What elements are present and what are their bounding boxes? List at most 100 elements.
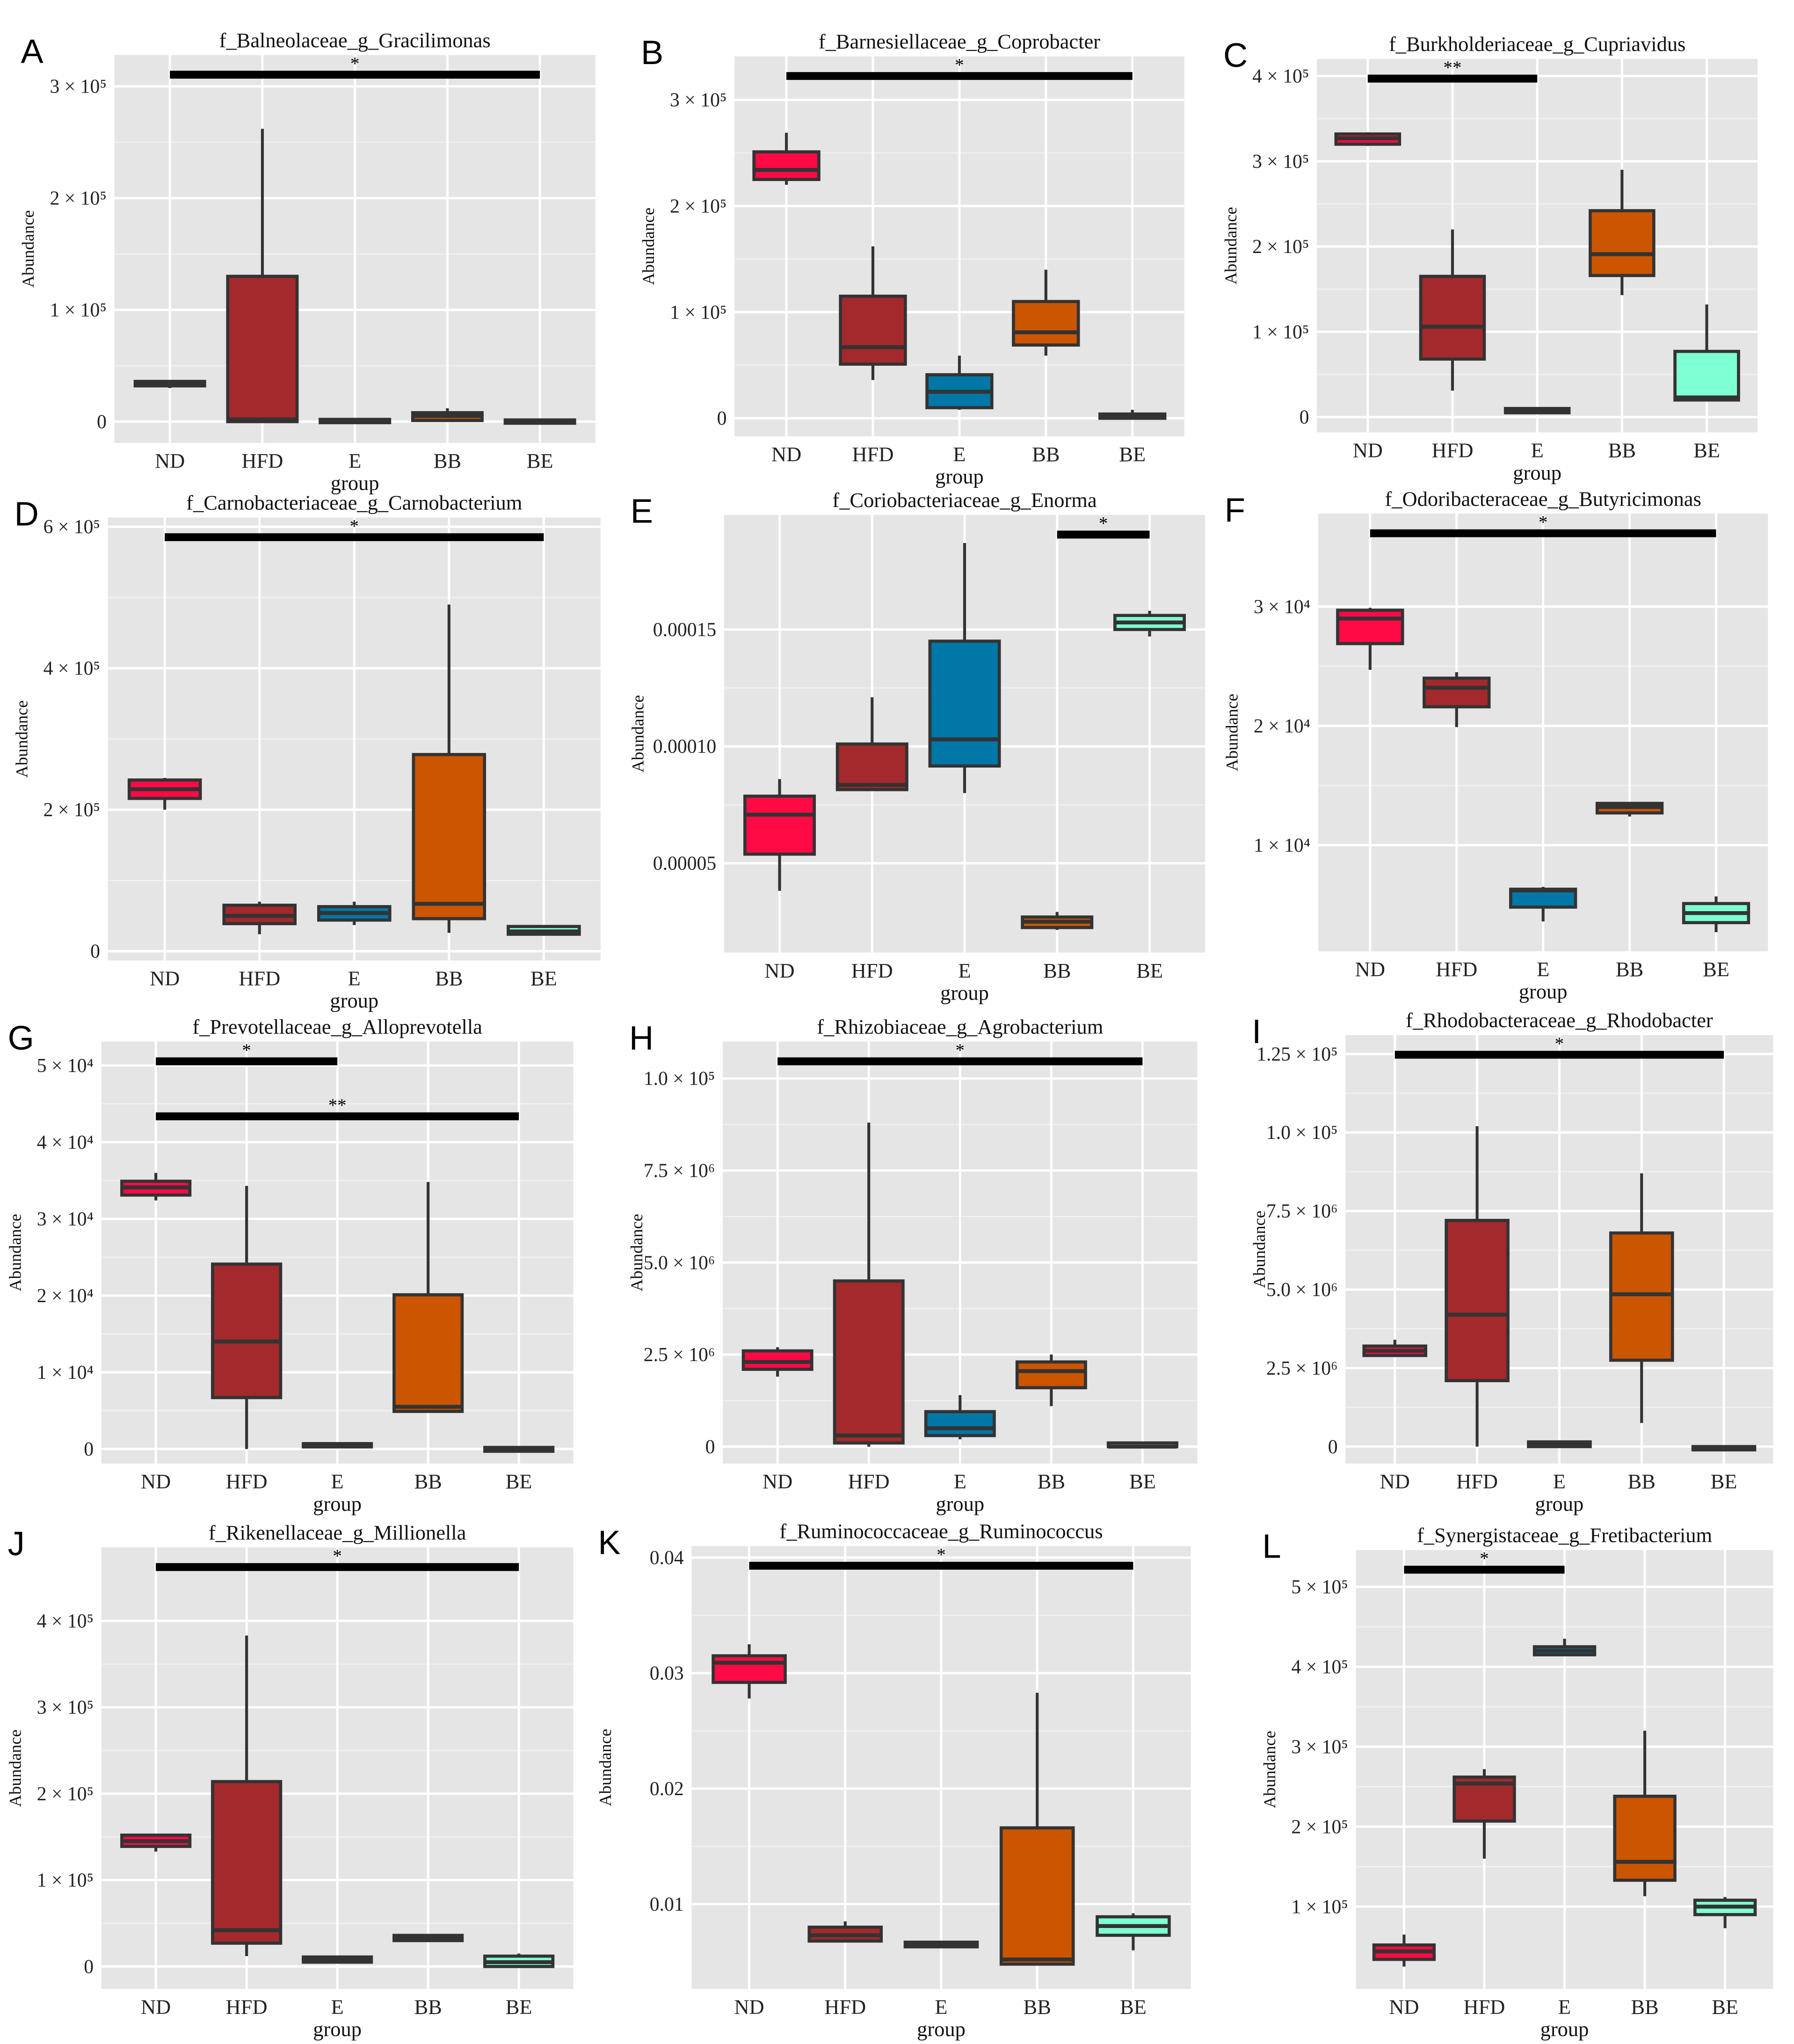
y-axis-title: Abundance <box>19 210 37 288</box>
x-tick-label: BB <box>1616 957 1643 981</box>
box-iqr <box>412 753 487 921</box>
box-e <box>302 1955 373 1964</box>
box-iqr <box>743 794 816 856</box>
x-tick-label: E <box>958 959 971 982</box>
y-tick-label: 3 × 10⁵ <box>1291 1736 1348 1758</box>
x-tick-label: ND <box>734 1995 764 2018</box>
panel-title: f_Balneolaceae_g_Gracilimonas <box>219 29 491 52</box>
y-tick-label: 3 × 10⁵ <box>1252 151 1309 173</box>
y-tick-label: 0 <box>90 941 100 963</box>
x-tick-label: E <box>331 1470 344 1493</box>
significance-label: * <box>333 1546 341 1566</box>
box-bb <box>1613 1731 1677 1897</box>
box-nd <box>120 1834 192 1852</box>
box-be <box>483 1953 555 1968</box>
box-bb <box>1589 170 1656 295</box>
y-tick-label: 6 × 10⁵ <box>44 516 100 538</box>
box-nd <box>1372 1935 1436 1967</box>
box-be <box>1682 896 1750 932</box>
x-tick-label: BE <box>1693 438 1720 462</box>
y-tick-label: 5.0 × 10⁶ <box>1266 1279 1338 1301</box>
x-axis-title: group <box>1513 461 1562 484</box>
box-nd <box>743 779 816 891</box>
box-nd <box>127 778 202 810</box>
x-tick-label: BE <box>506 1470 532 1493</box>
box-bb <box>1012 269 1080 356</box>
panel-letter: J <box>8 1525 25 1563</box>
significance-label: * <box>350 516 359 536</box>
x-tick-label: BB <box>435 966 463 990</box>
panel-letter: E <box>631 492 653 530</box>
x-tick-label: E <box>348 966 361 990</box>
panel-C: 0 1 × 10⁵ 2 × 10⁵ 3 × 10⁵ 4 × 10⁵ ND HFD E BB BE *… <box>1221 32 1758 484</box>
panel-title: f_Prevotellaceae_g_Alloprevotella <box>192 1015 482 1038</box>
box-hfd <box>807 1921 883 1943</box>
box-bb <box>411 408 484 422</box>
y-axis-title: Abundance <box>6 1729 25 1807</box>
x-axis-title: group <box>936 1492 984 1515</box>
box-bb <box>392 1182 464 1413</box>
box-iqr <box>226 275 299 423</box>
y-axis-title: Abundance <box>1223 694 1242 771</box>
y-tick-label: 1.0 × 10⁵ <box>1266 1122 1338 1144</box>
y-tick-label: 2 × 10⁴ <box>37 1285 94 1307</box>
box-be <box>1691 1445 1757 1452</box>
significance-label: * <box>350 53 359 73</box>
box-iqr <box>712 1654 787 1684</box>
box-be <box>1673 304 1740 402</box>
x-axis-title: group <box>1535 1492 1584 1515</box>
x-tick-label: HFD <box>1432 438 1474 462</box>
y-axis-title: Abundance <box>1221 207 1240 284</box>
box-e <box>317 901 392 925</box>
box-e <box>1503 407 1571 414</box>
panel-D: 0 2 × 10⁵ 4 × 10⁵ 6 × 10⁵ ND HFD E BB BE *f_Carno… <box>12 491 601 1012</box>
y-tick-label: 5 × 10⁴ <box>37 1055 94 1077</box>
y-tick-label: 2 × 10⁵ <box>1252 236 1309 258</box>
y-tick-label: 1 × 10⁵ <box>50 299 106 321</box>
box-be <box>1106 1441 1178 1449</box>
panel-H: 0 2.5 × 10⁶ 5.0 × 10⁶ 7.5 × 10⁶ 1.0 × 10⁵ ND H… <box>627 1015 1198 1515</box>
y-axis-title: Abundance <box>12 700 31 778</box>
box-hfd <box>226 129 299 423</box>
x-tick-label: BB <box>1024 1995 1051 2018</box>
x-tick-label: E <box>1558 1995 1571 2018</box>
y-axis-title: Abundance <box>627 1214 646 1291</box>
y-tick-label: 0 <box>84 1956 94 1978</box>
box-iqr <box>1613 1795 1677 1882</box>
panel-I: 0 2.5 × 10⁶ 5.0 × 10⁶ 7.5 × 10⁶ 1.0 × 10⁵ 1.2… <box>1250 1008 1773 1515</box>
y-tick-label: 1 × 10⁴ <box>37 1362 94 1384</box>
x-tick-label: ND <box>1389 1995 1419 2018</box>
panel-L: 1 × 10⁵ 2 × 10⁵ 3 × 10⁵ 4 × 10⁵ 5 × 10⁵ ND HFD… <box>1260 1523 1773 2041</box>
y-tick-label: 1 × 10⁵ <box>1252 321 1309 343</box>
y-axis-title: Abundance <box>6 1214 25 1291</box>
x-tick-label: HFD <box>1463 1995 1505 2018</box>
y-tick-label: 3 × 10⁵ <box>670 89 726 111</box>
box-iqr <box>924 1410 996 1437</box>
x-tick-label: BE <box>1136 959 1163 982</box>
y-tick-label: 7.5 × 10⁶ <box>644 1160 715 1181</box>
y-tick-label: 1 × 10⁵ <box>37 1870 94 1891</box>
panel-letter: G <box>8 1019 34 1057</box>
box-e <box>1533 1638 1597 1657</box>
y-axis-title: Abundance <box>629 695 647 773</box>
x-tick-label: E <box>935 1995 947 2018</box>
box-nd <box>133 380 206 388</box>
box-iqr <box>392 1293 464 1413</box>
x-tick-label: HFD <box>824 1995 866 2018</box>
box-iqr <box>1589 209 1656 277</box>
panel-F: 1 × 10⁴ 2 × 10⁴ 3 × 10⁴ ND HFD E BB BE *f_Odorib… <box>1223 487 1768 1003</box>
box-iqr <box>999 1826 1075 1966</box>
box-iqr <box>1336 609 1404 645</box>
x-axis-title: group <box>940 981 989 1004</box>
x-tick-label: BB <box>434 449 461 472</box>
significance-label: * <box>937 1544 945 1565</box>
box-be <box>1096 1913 1171 1950</box>
y-axis-title: Abundance <box>596 1729 615 1806</box>
y-axis-title: Abundance <box>1260 1731 1279 1808</box>
box-hfd <box>833 1123 905 1447</box>
x-tick-label: BB <box>1631 1995 1658 2018</box>
y-tick-label: 4 × 10⁵ <box>1252 65 1309 87</box>
y-tick-label: 0 <box>97 411 107 433</box>
panel-letter: A <box>21 32 44 70</box>
box-iqr <box>1015 1360 1087 1390</box>
